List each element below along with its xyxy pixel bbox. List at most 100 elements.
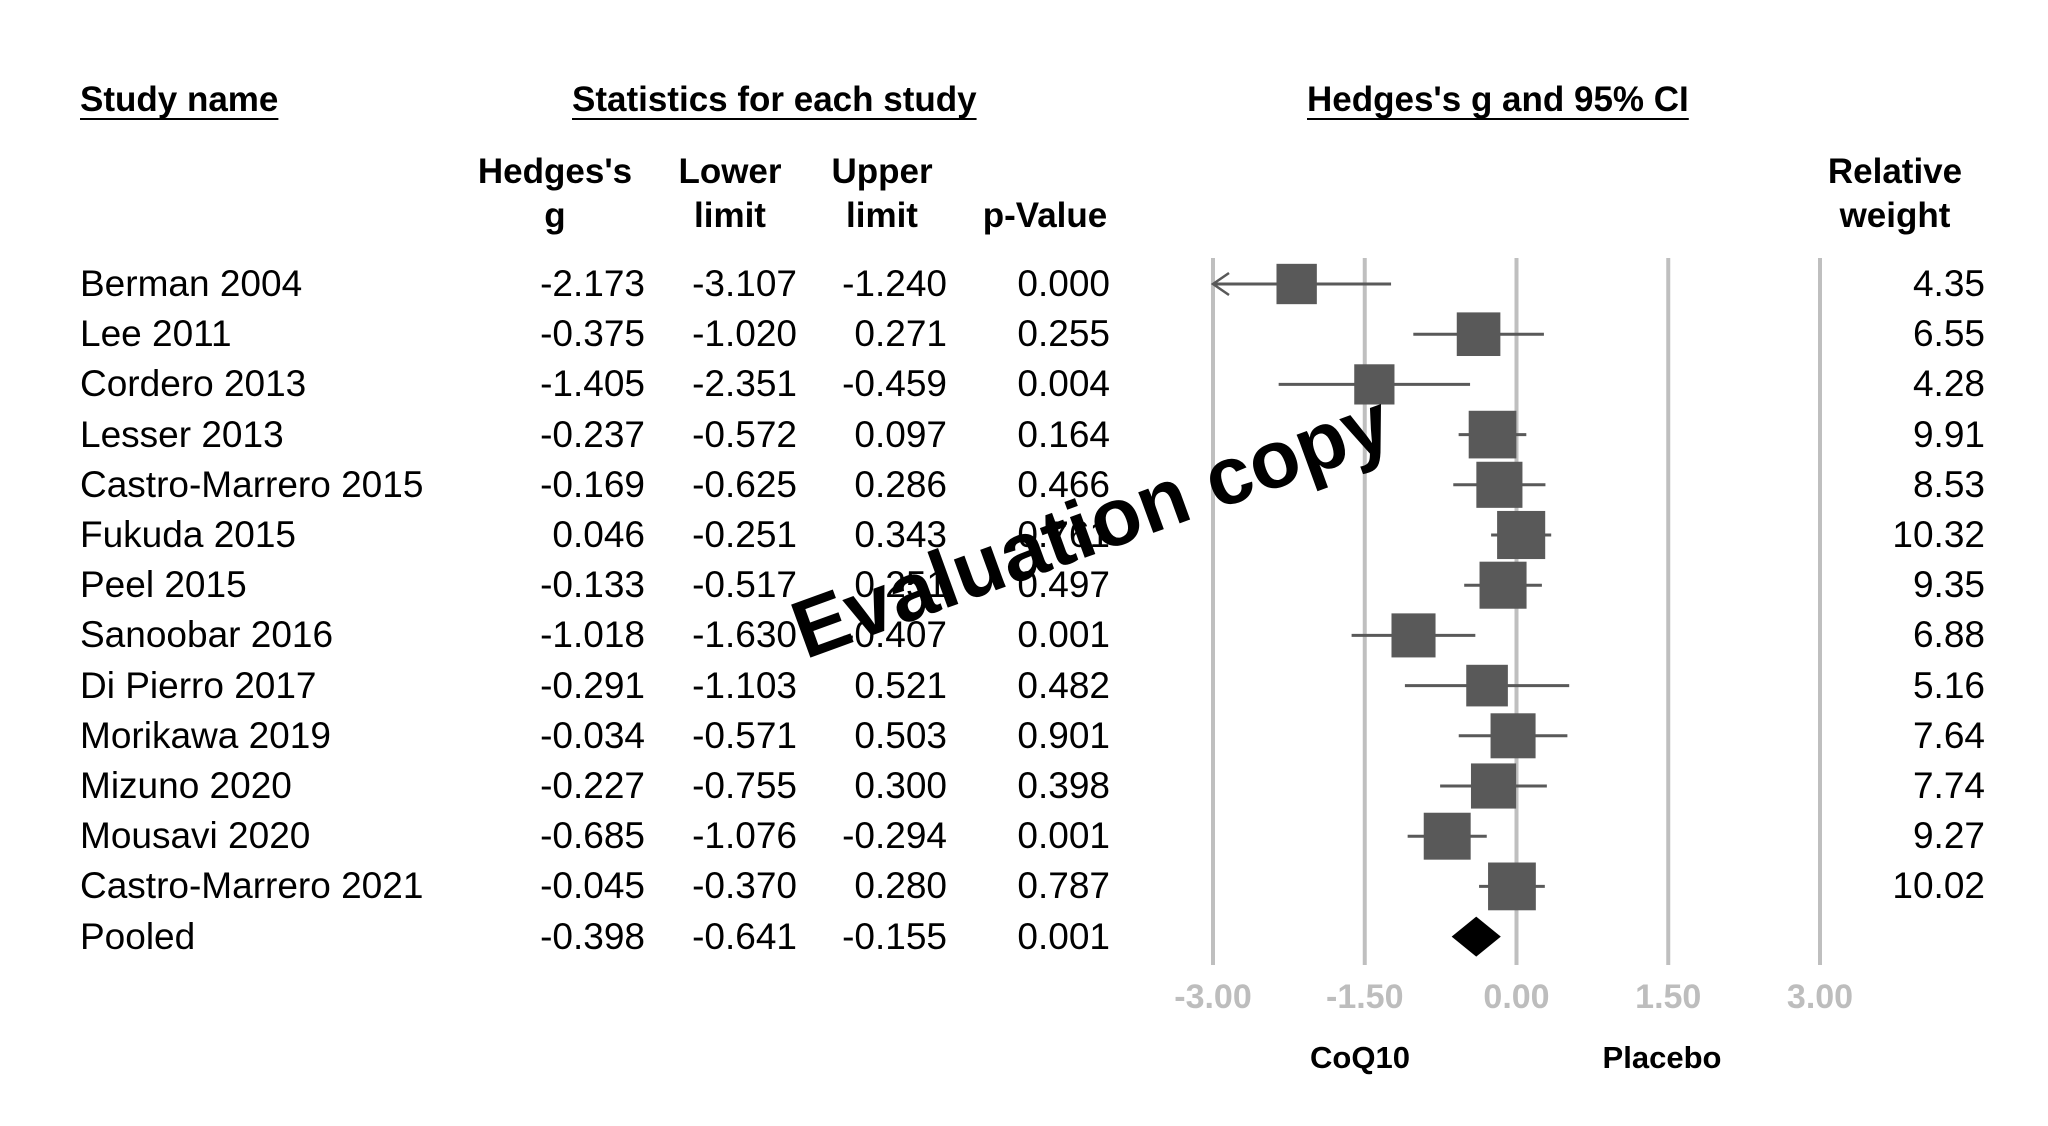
cell-p: 0.000 (1017, 263, 1110, 304)
col-header-weight: Relative weight (1800, 150, 1990, 238)
cell-p: 0.255 (1017, 313, 1110, 355)
col-header-p: p-Value (960, 150, 1130, 238)
study-marker (1276, 263, 1317, 305)
cell-p: 0.497 (1017, 564, 1110, 606)
cell-upper: 0.300 (854, 765, 947, 806)
col-header-g-line2: g (544, 196, 566, 235)
study-marker (1497, 510, 1546, 560)
study-marker (1470, 763, 1517, 809)
study-name: Castro-Marrero 2015 (80, 463, 424, 505)
cell-upper: -0.407 (842, 614, 947, 656)
col-header-upper-line1: Upper (831, 152, 933, 191)
cell-weight: 7.64 (1912, 714, 1985, 756)
cell-upper: 0.343 (854, 514, 947, 555)
study-marker (1488, 862, 1536, 911)
study-name: Castro-Marrero 2021 (80, 865, 424, 907)
cell-upper: 0.271 (854, 313, 947, 355)
col-header-upper: Upper limit (812, 150, 952, 238)
cell-lower: -1.630 (692, 614, 797, 656)
cell-weight: 8.53 (1912, 463, 1985, 505)
cell-weight: 6.88 (1912, 614, 1985, 656)
cell-g: -0.169 (540, 463, 645, 505)
cell-weight: 7.74 (1912, 765, 1985, 806)
study-marker (1423, 812, 1471, 860)
col-header-weight-line1: Relative (1827, 152, 1963, 191)
cell-weight: 4.28 (1912, 363, 1985, 405)
cell-g: -0.685 (540, 815, 645, 857)
pooled-name: Pooled (80, 915, 196, 957)
cell-g: -0.375 (540, 313, 645, 355)
x-tick-label: 0.00 (1483, 978, 1550, 1016)
cell-p: 0.466 (1017, 463, 1110, 505)
cell-p: 0.901 (1017, 714, 1110, 756)
study-marker (1354, 364, 1395, 405)
cell-weight: 10.32 (1892, 514, 1985, 555)
x-tick-label: 1.50 (1635, 978, 1702, 1016)
study-marker (1466, 664, 1508, 707)
col-header-upper-line2: limit (846, 196, 918, 235)
cell-lower: -2.351 (692, 363, 797, 405)
cell-lower: -0.370 (692, 865, 797, 907)
cell-p: 0.482 (1017, 664, 1110, 706)
cell-lower: -0.755 (692, 765, 797, 806)
hedges-ci-header: Hedges's g and 95% CI (1307, 80, 1689, 119)
cell-g: -0.291 (540, 664, 645, 706)
cell-upper: 0.521 (854, 664, 947, 706)
study-name: Lee 2011 (80, 313, 232, 355)
cell-lower: -0.251 (692, 514, 797, 555)
study-name: Berman 2004 (80, 263, 303, 304)
cell-lower: -0.572 (692, 413, 797, 455)
cell-p: 0.001 (1017, 815, 1110, 857)
cell-p: 0.001 (1017, 614, 1110, 656)
study-name: Di Pierro 2017 (80, 664, 317, 706)
cell-weight: 9.91 (1912, 413, 1985, 455)
cell-upper: 0.280 (854, 865, 947, 907)
cell-lower: -0.641 (692, 915, 797, 957)
cell-weight: 9.27 (1912, 815, 1985, 857)
cell-weight: 5.16 (1912, 664, 1985, 706)
cell-upper: 0.286 (854, 463, 947, 505)
cell-p: 0.761 (1017, 514, 1110, 555)
cell-g: -1.405 (540, 363, 645, 405)
cell-g: -0.133 (540, 564, 645, 606)
study-name-header: Study name (80, 80, 279, 119)
cell-g: 0.046 (552, 514, 645, 555)
cell-p: 0.164 (1017, 413, 1110, 455)
x-tick-label: -3.00 (1174, 978, 1252, 1016)
favors-left-label: CoQ10 (1310, 1040, 1410, 1075)
cell-weight: 10.02 (1892, 865, 1985, 907)
col-header-g: Hedges's g (460, 150, 650, 238)
col-header-lower: Lower limit (660, 150, 800, 238)
ci-arrow (1210, 271, 1230, 297)
cell-g: -2.173 (540, 263, 645, 304)
study-name: Lesser 2013 (80, 413, 284, 455)
study-marker (1456, 312, 1501, 357)
cell-lower: -0.517 (692, 564, 797, 606)
cell-weight: 4.35 (1912, 263, 1985, 304)
cell-lower: -0.625 (692, 463, 797, 505)
cell-lower: -0.571 (692, 714, 797, 756)
cell-upper: 0.503 (854, 714, 947, 756)
col-header-weight-line2: weight (1839, 196, 1951, 235)
col-header-p-line2: p-Value (982, 196, 1108, 235)
cell-lower: -3.107 (692, 263, 797, 304)
cell-upper: -0.294 (842, 815, 947, 857)
cell-g: -0.237 (540, 413, 645, 455)
study-marker (1490, 713, 1536, 759)
cell-weight: 9.35 (1912, 564, 1985, 606)
cell-upper: 0.251 (854, 564, 947, 606)
col-header-lower-line1: Lower (678, 152, 782, 191)
cell-g: -0.398 (540, 915, 645, 957)
x-tick-label: -1.50 (1326, 978, 1404, 1016)
cell-p: 0.004 (1017, 363, 1110, 405)
study-marker (1468, 410, 1517, 459)
study-name: Peel 2015 (80, 564, 247, 606)
study-marker (1476, 461, 1523, 508)
cell-upper: -0.155 (842, 915, 947, 957)
cell-lower: -1.076 (692, 815, 797, 857)
cell-g: -0.045 (540, 865, 645, 907)
study-name: Sanoobar 2016 (80, 614, 334, 656)
col-header-lower-line2: limit (694, 196, 766, 235)
cell-lower: -1.020 (692, 313, 797, 355)
